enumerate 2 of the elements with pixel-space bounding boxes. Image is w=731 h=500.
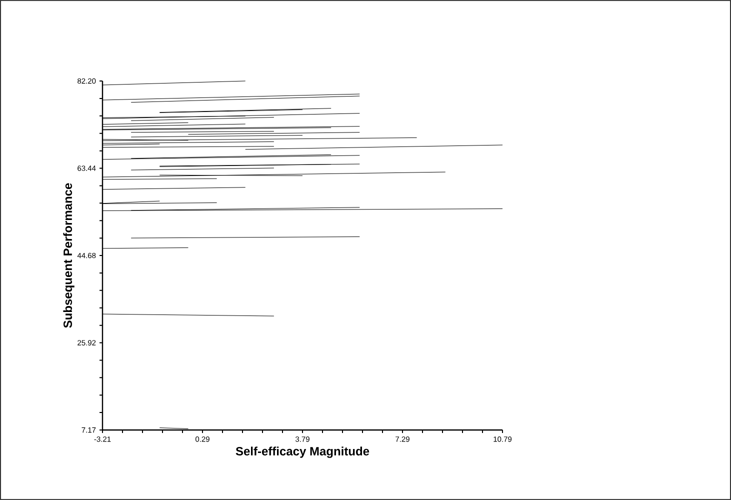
y-axis-title: Subsequent Performance — [63, 183, 74, 328]
x-axis-title: Self-efficacy Magnitude — [236, 446, 370, 458]
